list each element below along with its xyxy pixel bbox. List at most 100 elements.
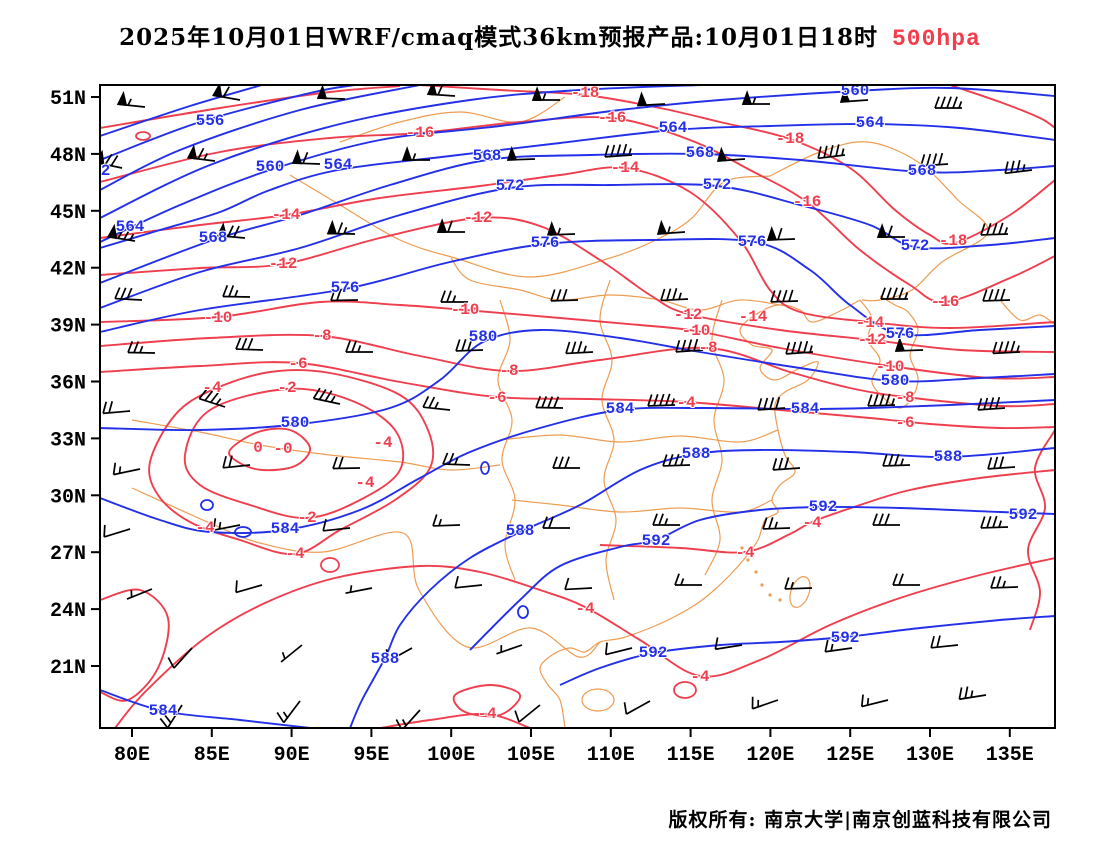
temp-label-0: 0: [253, 439, 263, 457]
wind-barb: [276, 700, 301, 724]
wind-barb: [636, 91, 666, 107]
wind-barb: [675, 338, 704, 353]
copyright: 版权所有: 南京大学|南京创蓝科技有限公司: [668, 809, 1052, 831]
height-label-580: 580: [881, 372, 910, 390]
temp-contour--10: [100, 300, 1055, 380]
wind-barb: [930, 635, 959, 649]
wind-barb: [784, 577, 813, 590]
wind-barb: [817, 144, 846, 160]
wind-barb: [280, 644, 303, 663]
y-tick-label: 45N: [50, 202, 86, 225]
wind-barb: [103, 524, 131, 538]
height-contour-580: [100, 329, 1055, 432]
temp-label--14: -14: [611, 159, 640, 177]
height-label-564: 564: [856, 114, 885, 132]
height-label-592: 592: [1009, 506, 1038, 524]
title-level: 500hpa: [892, 26, 981, 52]
wind-barb: [766, 225, 796, 241]
wind-barb: [326, 219, 356, 235]
wind-barb: [980, 222, 1009, 236]
wind-barb: [880, 287, 909, 300]
small-closed-contour: [320, 557, 340, 573]
wind-barb: [542, 516, 570, 529]
height-label-592: 592: [642, 532, 671, 550]
temp-label--4: -4: [575, 600, 595, 618]
small-closed-contour: [517, 605, 529, 619]
axes: 51N 48N 45N 42N 39N 36N 33N 30N 27N 24N 21N 80E 85E 9…: [50, 88, 1034, 767]
wind-barb: [454, 575, 483, 589]
y-tick-label: 27N: [50, 543, 86, 566]
temp-label--16: -16: [598, 109, 627, 127]
wind-barb: [751, 696, 779, 710]
y-tick-label: 36N: [50, 373, 86, 396]
temp-label--10: -10: [876, 358, 905, 376]
contour-labels: 552 556 560 564 564 568 568 564 568 572 572 576 576 5…: [100, 84, 1038, 724]
x-tick-label: 135E: [986, 744, 1034, 767]
wind-barb: [212, 85, 241, 101]
wind-barb: [222, 285, 251, 298]
wind-barb: [127, 341, 156, 354]
wind-barb: [839, 87, 869, 103]
island-outline: [581, 688, 615, 712]
wind-barb: [982, 288, 1011, 302]
wind-barb: [395, 709, 421, 728]
small-closed-contour: [135, 131, 151, 141]
temp-label--6: -6: [895, 414, 914, 432]
wind-barb: [564, 577, 593, 591]
wind-barb: [652, 513, 680, 526]
height-label-580: 580: [469, 328, 498, 346]
height-contour-592: [559, 615, 1055, 686]
height-label-560: 560: [256, 158, 285, 176]
wind-barb: [330, 288, 359, 302]
height-contour-568: [100, 152, 1055, 284]
wind-barbs: [100, 85, 1033, 728]
wind-barb: [565, 341, 594, 355]
wind-barb: [102, 401, 131, 415]
wind-barb: [312, 387, 341, 405]
height-label-568: 568: [473, 147, 502, 165]
height-label-588: 588: [371, 650, 400, 668]
y-tick-label: 24N: [50, 600, 86, 623]
height-contour-576: [100, 238, 1055, 337]
x-tick-label: 120E: [746, 744, 794, 767]
wind-barb: [623, 700, 651, 715]
wind-barb: [647, 393, 676, 407]
wind-barb: [112, 462, 141, 476]
wind-barb: [958, 686, 987, 701]
wind-barb: [216, 222, 246, 239]
temp-label--0: -0: [273, 440, 292, 458]
temp-label--12: -12: [269, 255, 298, 273]
height-contour-584: [100, 689, 311, 728]
page-title: 2025年10月01日WRF/cmaq模式36km预报产品:10月01日18时 5…: [0, 18, 1100, 52]
wind-barb: [167, 647, 193, 669]
temp-contour--4: [379, 712, 531, 728]
height-label-592: 592: [639, 644, 668, 662]
wind-barb: [546, 220, 576, 236]
temp-label--18: -18: [571, 84, 600, 102]
wind-barb: [316, 85, 346, 100]
temp-label--10: -10: [682, 322, 711, 340]
temp-label--10: -10: [451, 301, 480, 319]
temp-contour--4: [148, 369, 435, 556]
wind-barb: [824, 639, 853, 653]
height-label-588: 588: [934, 448, 963, 466]
wind-barb: [422, 396, 451, 411]
temp-label--12: -12: [464, 209, 493, 227]
height-label-584: 584: [606, 400, 635, 418]
wind-barb: [432, 514, 461, 527]
wind-barb: [656, 219, 686, 235]
height-label-588: 588: [682, 445, 711, 463]
x-tick-label: 110E: [587, 744, 635, 767]
wind-barb: [762, 517, 791, 530]
title-text: 2025年10月01日WRF/cmaq模式36km预报产品:10月01日18时: [119, 24, 878, 51]
wind-barb: [934, 96, 963, 109]
wind-barb: [920, 152, 949, 167]
wind-barb: [992, 340, 1021, 355]
wind-barb: [107, 223, 136, 242]
wind-barb: [496, 644, 523, 655]
map-content: 552 556 560 564 564 568 568 564 568 572 572 576 576 5…: [100, 84, 1055, 728]
temp-label--14: -14: [856, 314, 885, 332]
x-tick-label: 80E: [114, 744, 150, 767]
wind-barb: [867, 393, 896, 407]
